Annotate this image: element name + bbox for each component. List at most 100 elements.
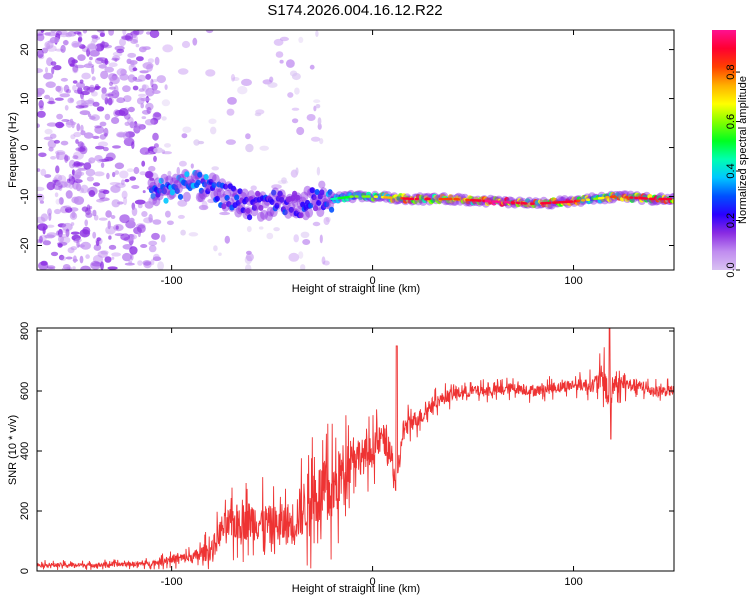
noise-blob — [121, 190, 128, 199]
signal-cell — [211, 182, 217, 188]
noise-blob — [59, 93, 71, 98]
noise-blob — [115, 225, 119, 230]
noise-blob — [193, 139, 200, 146]
noise-blob — [178, 160, 187, 167]
x-tick-label: 0 — [370, 275, 376, 287]
noise-blob — [130, 60, 135, 68]
signal-halo — [147, 177, 156, 188]
signal-cell — [157, 187, 163, 194]
signal-halo — [303, 185, 312, 196]
noise-blob — [85, 254, 90, 259]
noise-blob — [241, 78, 252, 86]
noise-blob — [115, 182, 126, 188]
noise-blob — [224, 235, 230, 244]
x-tick-label: -100 — [161, 576, 183, 588]
noise-blob — [50, 30, 57, 33]
noise-blob — [277, 180, 289, 185]
noise-blob — [160, 234, 166, 243]
noise-blob — [100, 70, 109, 80]
colorbar-tick-label: 0.2 — [725, 213, 737, 228]
signal-cell — [198, 187, 204, 194]
colorbar-tick-label: 0.6 — [725, 114, 737, 129]
noise-blob — [144, 119, 155, 126]
noise-blob — [156, 75, 166, 84]
noise-blob — [227, 97, 237, 105]
noise-blob — [133, 79, 143, 82]
noise-blob — [40, 213, 49, 222]
signal-cell — [192, 169, 198, 176]
noise-blob — [114, 170, 120, 175]
noise-blob — [54, 192, 59, 198]
noise-blob — [281, 177, 287, 184]
noise-blob — [44, 41, 54, 49]
signal-cell — [279, 196, 285, 203]
noise-blob — [118, 108, 129, 117]
noise-blob — [107, 266, 118, 270]
signal-halo — [252, 201, 260, 212]
signal-core — [576, 199, 581, 203]
noise-blob — [73, 179, 83, 184]
noise-blob — [75, 183, 82, 192]
signal-halo — [160, 173, 169, 184]
noise-blob — [82, 30, 88, 34]
signal-halo — [211, 174, 220, 185]
noise-blob — [58, 254, 65, 261]
noise-blob — [73, 151, 84, 160]
signal-core — [506, 201, 511, 204]
noise-blob — [47, 208, 52, 217]
noise-blob — [104, 156, 114, 162]
noise-blob — [92, 101, 100, 107]
noise-blob — [46, 31, 57, 37]
noise-blob — [72, 255, 77, 263]
noise-blob — [104, 113, 111, 121]
signal-halo — [165, 175, 174, 186]
noise-blob — [104, 58, 109, 65]
signal-cell — [671, 198, 674, 204]
noise-blob — [95, 145, 105, 150]
signal-core — [366, 195, 371, 198]
snr-ylabel: SNR (10 * v/v) — [7, 415, 19, 485]
noise-blob — [80, 184, 89, 194]
noise-blob — [91, 262, 103, 267]
noise-blob — [60, 44, 66, 53]
noise-blob — [75, 104, 85, 109]
noise-blob — [79, 145, 88, 155]
signal-cell — [221, 203, 227, 210]
noise-blob — [126, 58, 132, 64]
signal-cell — [311, 194, 317, 201]
noise-blob — [139, 171, 147, 176]
noise-blob — [92, 135, 100, 139]
noise-blob — [309, 64, 315, 70]
signal-cell — [240, 207, 246, 214]
noise-blob — [148, 213, 153, 223]
noise-blob — [291, 72, 301, 81]
noise-blob — [103, 127, 109, 137]
noise-blob — [153, 155, 157, 162]
noise-blob — [316, 166, 321, 176]
spectrogram-ylabel: Frequency (Hz) — [7, 112, 19, 188]
noise-blob — [317, 123, 322, 130]
noise-blob — [68, 159, 76, 169]
noise-blob — [103, 146, 109, 152]
noise-blob — [205, 69, 216, 77]
noise-blob — [66, 89, 71, 94]
noise-blob — [93, 244, 102, 251]
signal-cell — [277, 190, 283, 197]
noise-blob — [106, 172, 110, 180]
noise-blob — [122, 30, 127, 36]
noise-blob — [53, 179, 61, 186]
noise-blob — [105, 230, 111, 234]
noise-blob — [62, 222, 73, 232]
noise-blob — [80, 265, 91, 270]
noise-blob — [60, 77, 68, 82]
noise-blob — [77, 86, 83, 95]
signal-core — [354, 195, 359, 198]
noise-blob — [205, 30, 214, 34]
noise-blob — [81, 72, 91, 80]
noise-blob — [145, 171, 154, 179]
noise-blob — [100, 261, 104, 270]
signal-halo — [197, 192, 206, 203]
noise-blob — [71, 211, 76, 219]
signal-core — [486, 199, 492, 203]
noise-blob — [300, 264, 306, 270]
